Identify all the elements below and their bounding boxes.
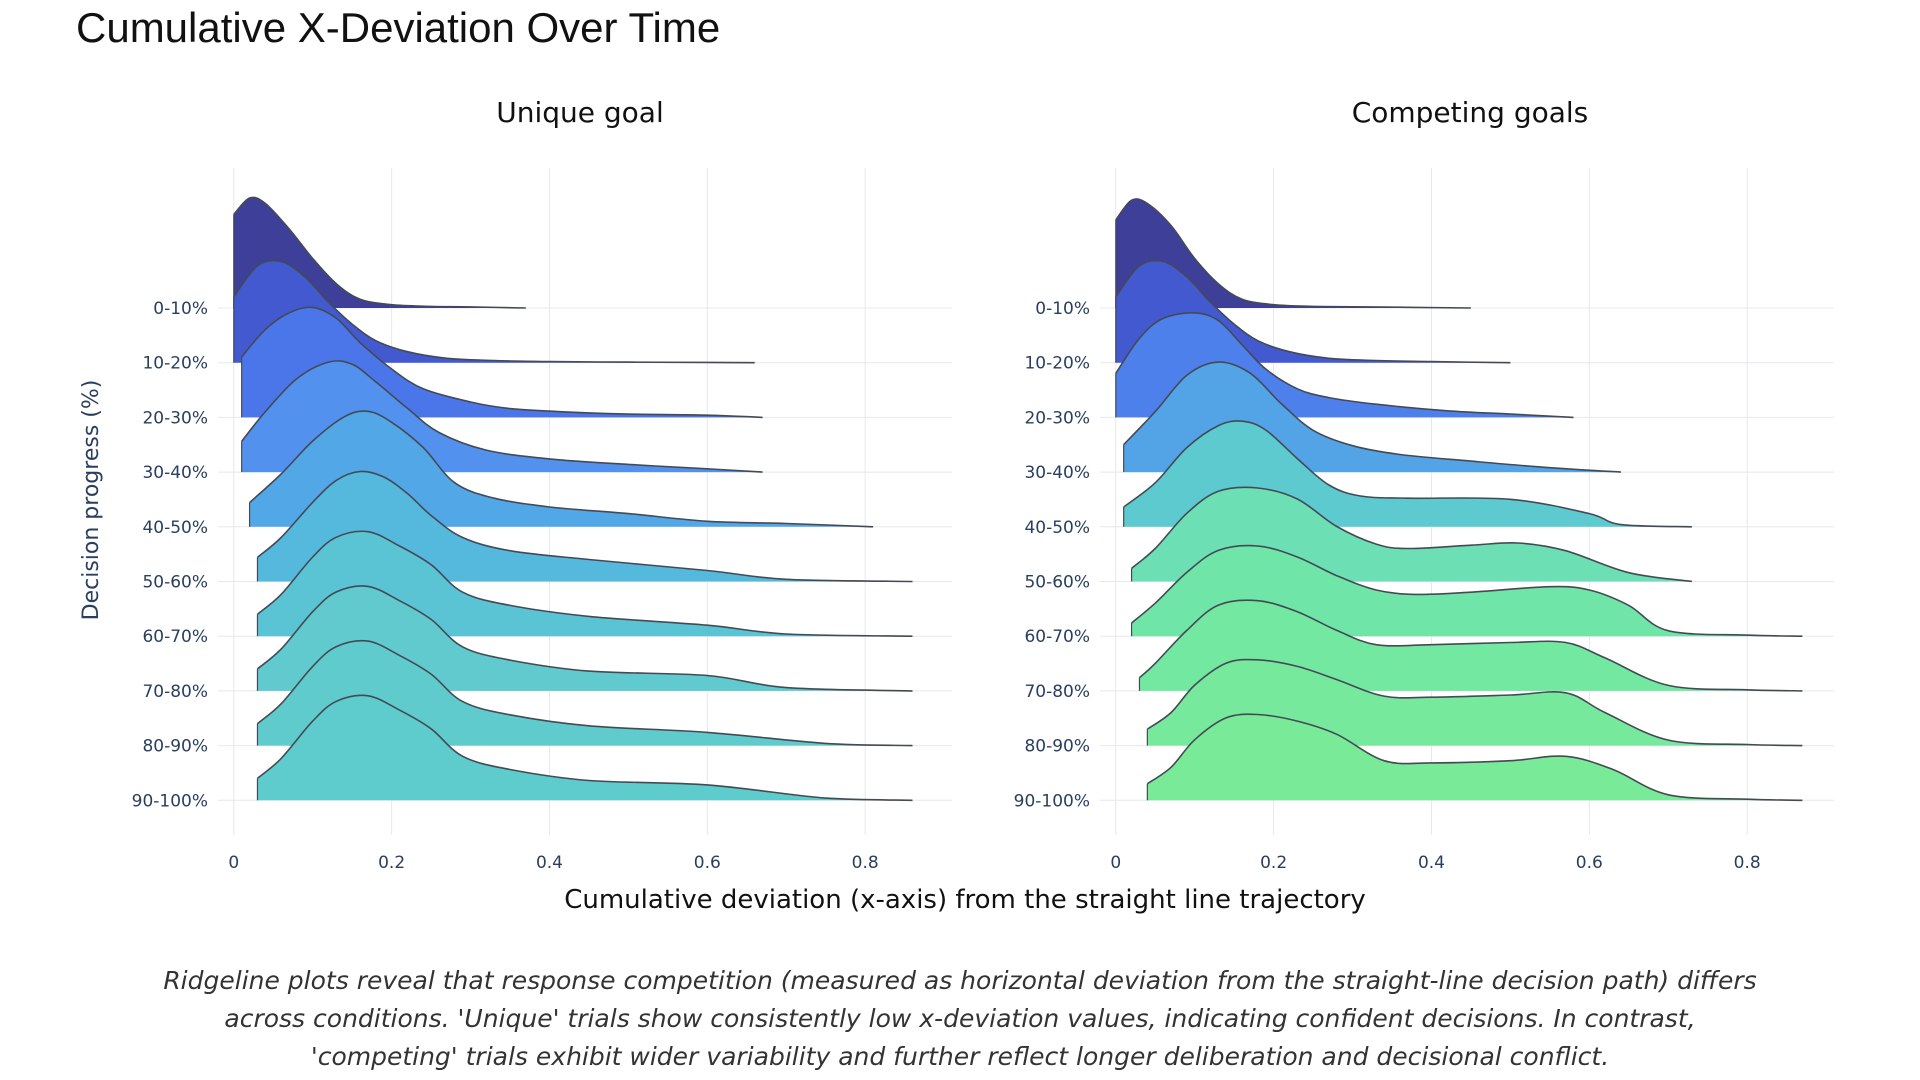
y-tick-label: 0-10% — [153, 299, 208, 319]
y-tick-label: 10-20% — [142, 354, 208, 374]
ridgeline-chart: Unique goal 0 0.2 0.4 0.6 0.8 0-10% 10-20% 20-30… — [79, 96, 1834, 915]
ridge-line-40-50% — [1123, 420, 1692, 528]
y-tick-label: 70-80% — [1024, 682, 1090, 702]
ridge-line-10-20% — [233, 259, 755, 364]
ridge-fill-80-90% — [257, 640, 913, 746]
ridge-line-80-90% — [1146, 658, 1803, 747]
y-tick-label: 80-90% — [142, 737, 208, 757]
ridge-line-90-100% — [256, 694, 913, 802]
ridge-line-50-60% — [1131, 486, 1693, 583]
y-tick-label: 60-70% — [142, 627, 208, 647]
x-tick-label: 0.4 — [536, 853, 563, 873]
x-tick-label: 0.6 — [694, 853, 721, 873]
y-axis-label: Decision progress (%) — [79, 380, 104, 621]
y-tick-label: 90-100% — [1014, 791, 1090, 811]
ridge-fill-90-100% — [257, 695, 913, 801]
ridge-fill-10-20% — [233, 260, 755, 363]
ridge-line-40-50% — [249, 410, 874, 528]
x-tick-label: 0 — [1110, 853, 1121, 873]
page-title: Cumulative X-Deviation Over Time — [76, 4, 721, 51]
ridge-line-20-30% — [241, 306, 763, 419]
x-tick-label: 0.8 — [852, 853, 879, 873]
y-tick-label: 0-10% — [1035, 299, 1090, 319]
ridge-line-0-10% — [1115, 198, 1471, 309]
y-tick-label: 20-30% — [1024, 408, 1090, 428]
x-tick-label: 0.2 — [378, 853, 405, 873]
ridge-fill-0-10% — [1115, 198, 1471, 308]
ridge-line-80-90% — [256, 639, 913, 747]
panel-unique-goal: Unique goal 0 0.2 0.4 0.6 0.8 0-10% 10-20% 20-30… — [132, 96, 952, 873]
ridge-line-50-60% — [256, 470, 913, 583]
x-tick-label: 0.6 — [1576, 853, 1603, 873]
ridge-line-70-80% — [256, 585, 913, 692]
ridge-fill-90-100% — [1147, 714, 1803, 801]
x-tick-label: 0 — [228, 853, 239, 873]
y-tick-label: 90-100% — [132, 791, 208, 811]
y-tick-label: 30-40% — [1024, 463, 1090, 483]
y-tick-label: 50-60% — [142, 573, 208, 593]
ridge-line-70-80% — [1138, 599, 1803, 692]
y-tick-label: 50-60% — [1024, 573, 1090, 593]
ridge-line-60-70% — [256, 530, 913, 637]
panel-title: Competing goals — [1352, 96, 1589, 129]
ridge-fill-50-60% — [257, 471, 913, 582]
y-tick-label: 30-40% — [142, 463, 208, 483]
panel-title: Unique goal — [496, 96, 664, 129]
ridge-line-0-10% — [233, 196, 526, 309]
ridge-line-60-70% — [1131, 544, 1803, 637]
y-tick-label: 40-50% — [1024, 518, 1090, 538]
x-tick-label: 0.2 — [1260, 853, 1287, 873]
ridge-line-90-100% — [1146, 713, 1803, 802]
y-tick-label: 10-20% — [1024, 354, 1090, 374]
ridge-line-30-40% — [1123, 361, 1621, 473]
panel-competing-goals: Competing goals 0 0.2 0.4 0.6 0.8 0-10% 10-20% 2… — [1014, 96, 1834, 873]
y-tick-label: 20-30% — [142, 408, 208, 428]
x-tick-label: 0.4 — [1418, 853, 1445, 873]
ridge-line-10-20% — [1115, 259, 1511, 364]
figure-caption: Ridgeline plots reveal that response com… — [163, 966, 1757, 1071]
y-tick-label: 70-80% — [142, 682, 208, 702]
x-tick-label: 0.8 — [1734, 853, 1761, 873]
y-tick-label: 40-50% — [142, 518, 208, 538]
y-tick-label: 60-70% — [1024, 627, 1090, 647]
ridge-line-30-40% — [241, 360, 763, 473]
ridge-line-20-30% — [1115, 312, 1574, 419]
y-tick-label: 80-90% — [1024, 737, 1090, 757]
x-axis-label: Cumulative deviation (x-axis) from the s… — [564, 885, 1366, 915]
ridge-fill-60-70% — [257, 531, 913, 637]
ridge-fill-70-80% — [257, 585, 913, 691]
